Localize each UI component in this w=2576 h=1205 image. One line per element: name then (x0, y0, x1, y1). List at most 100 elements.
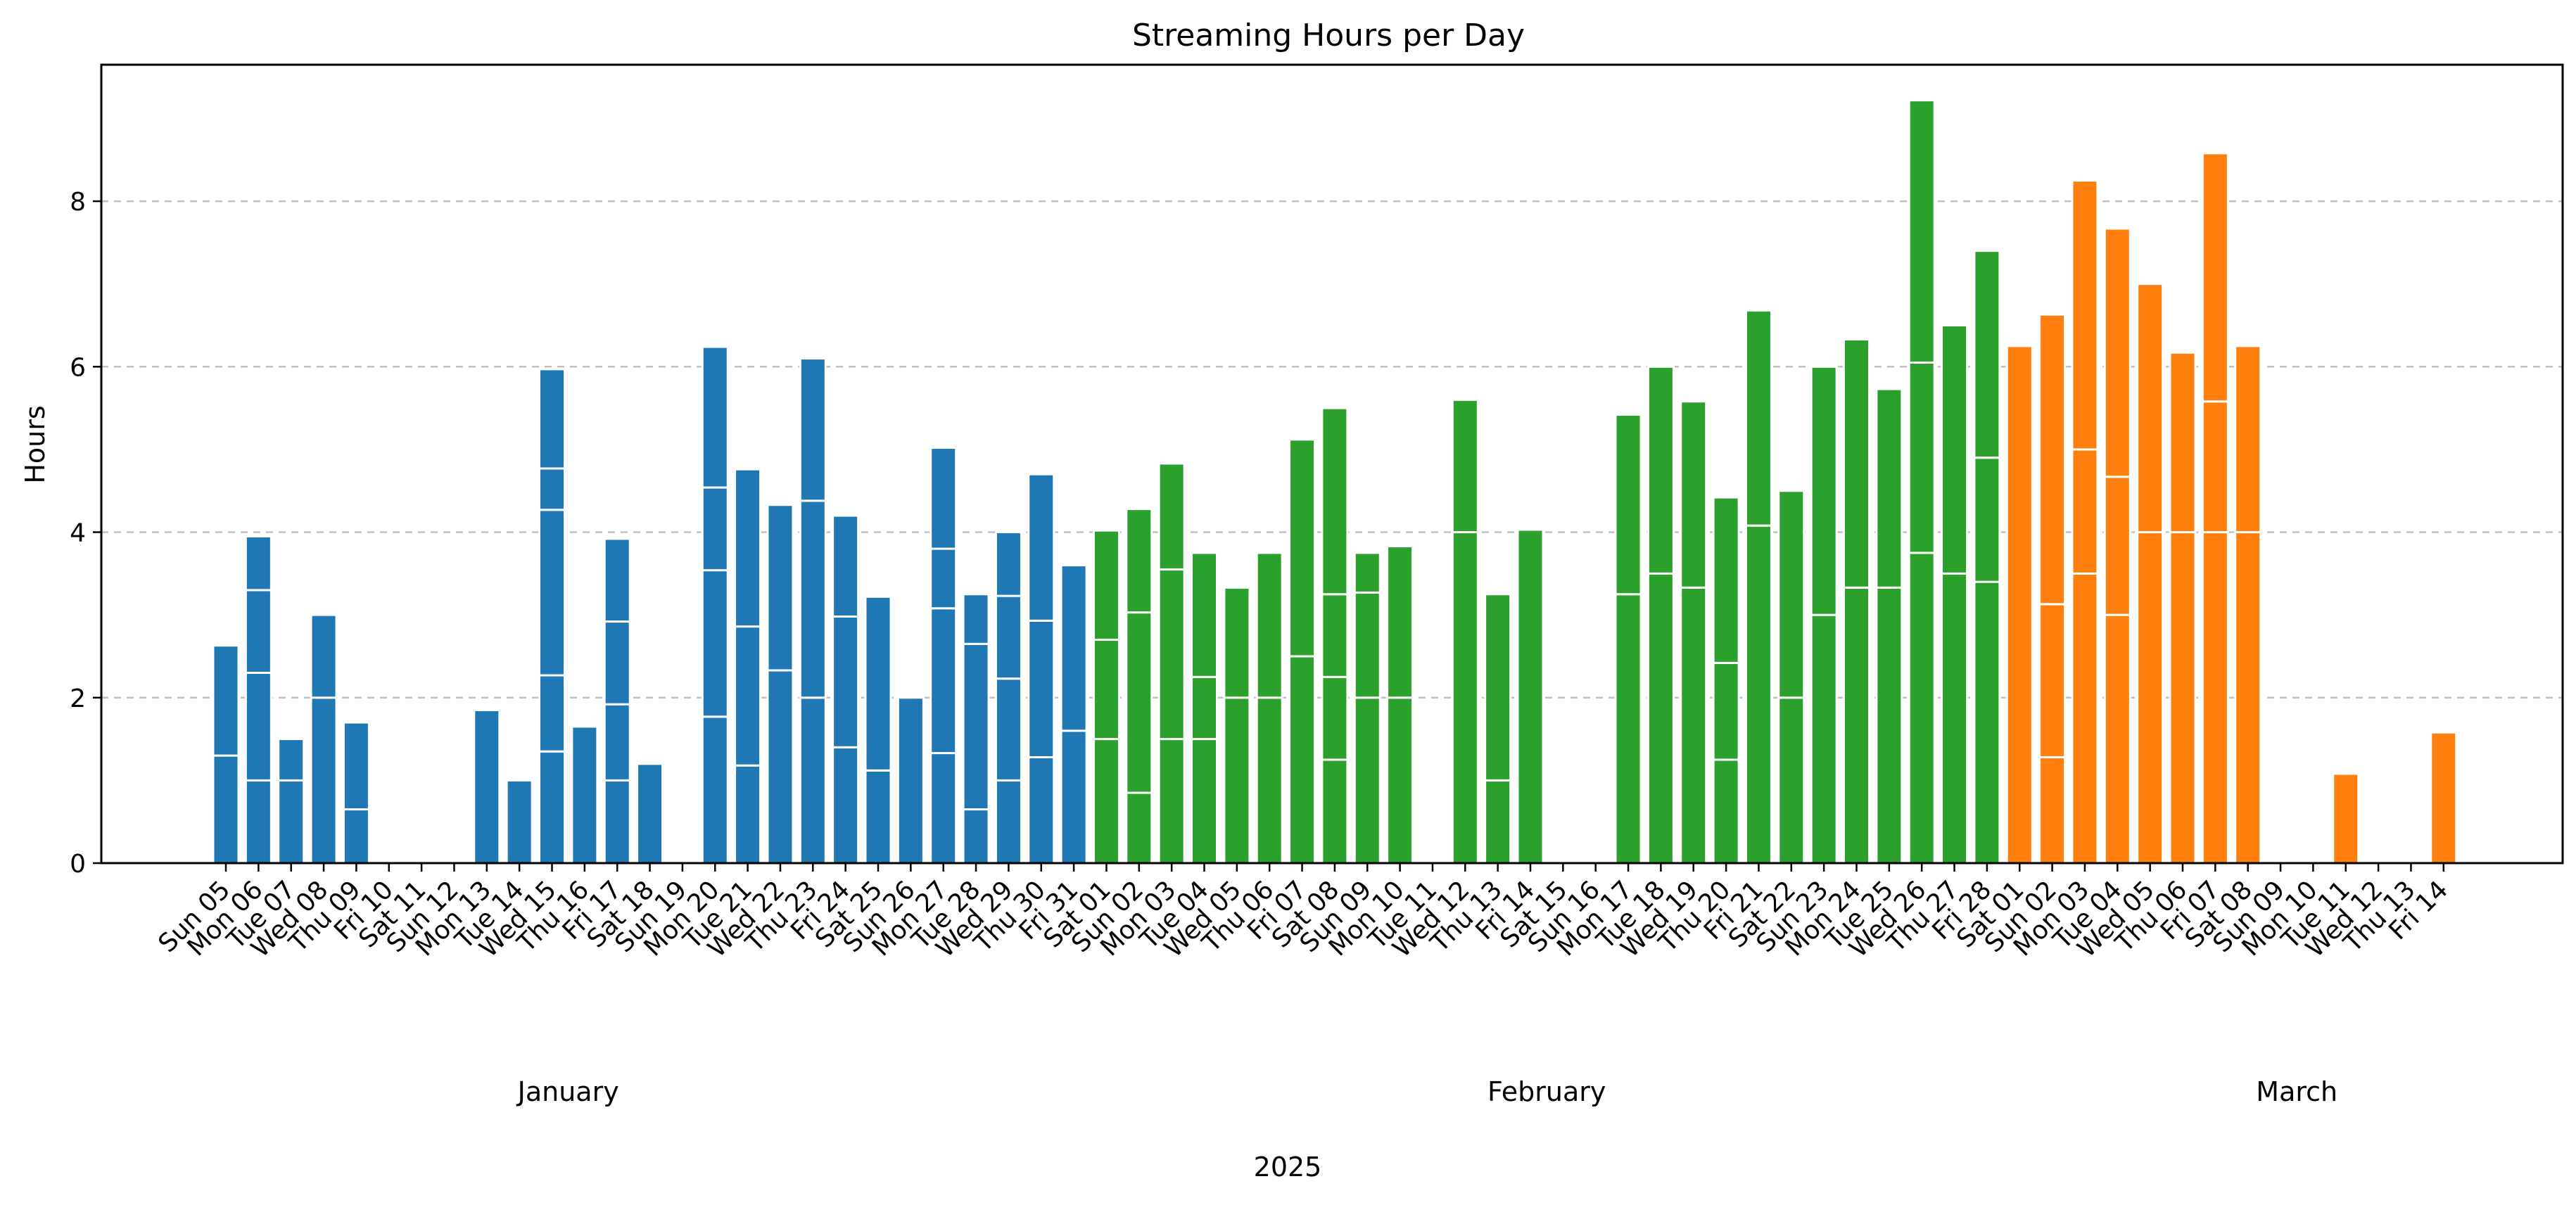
bar (1223, 586, 1251, 865)
bar-segment (734, 468, 762, 628)
bar-segment (1027, 755, 1055, 865)
bar-segment (1353, 552, 1381, 594)
bar (212, 644, 240, 865)
bar (636, 763, 664, 865)
bar-segment (1027, 473, 1055, 622)
bar-segment (2169, 351, 2197, 534)
chart-title: Streaming Hours per Day (1132, 18, 1525, 53)
bar-segment (1777, 696, 1806, 865)
bar-segment (603, 620, 631, 706)
bar-segment (310, 613, 338, 699)
bar (1484, 593, 1512, 865)
bar-segment (701, 569, 729, 718)
bar-segment (538, 368, 566, 470)
month-label: January (516, 1076, 619, 1107)
bar-segment (832, 616, 860, 748)
bar-segment (1353, 591, 1381, 699)
bar-segment (1255, 696, 1283, 865)
bar-segment (1092, 738, 1120, 865)
bar-segment (1680, 400, 1708, 589)
bar (1875, 388, 1903, 865)
bar-segment (701, 345, 729, 489)
bar-segment (342, 808, 370, 865)
bar-segment (799, 357, 827, 502)
bar-segment (1321, 593, 1349, 678)
bar-segment (1223, 696, 1251, 865)
bar-segment (2103, 476, 2131, 616)
bar-segment (2430, 731, 2458, 865)
bar (538, 368, 566, 865)
bar-segment (962, 808, 990, 865)
bar-segment (1157, 462, 1186, 570)
bar (603, 537, 631, 865)
bar-segment (1321, 758, 1349, 865)
bar-segment (2136, 283, 2164, 534)
bar-segment (1647, 365, 1675, 575)
bar-segment (473, 708, 501, 865)
bar-segment (1516, 528, 1544, 865)
bar (1288, 438, 1316, 865)
bar-segment (1875, 586, 1903, 865)
bar-segment (538, 750, 566, 865)
bar-segment (1157, 738, 1186, 865)
bar-segment (2201, 531, 2229, 865)
bar-segment (603, 703, 631, 782)
bar-segment (1908, 99, 1936, 364)
bar-segment (1744, 309, 1772, 527)
bar-segment (1027, 619, 1055, 758)
bar-segment (2071, 179, 2099, 451)
y-tick-label: 2 (70, 684, 86, 713)
y-axis-label: Hours (20, 405, 51, 483)
bar-segment (1614, 414, 1642, 596)
bar (505, 779, 533, 865)
bar (1680, 400, 1708, 865)
plot-frame (100, 63, 2564, 865)
bar-segment (277, 779, 305, 865)
bar-segment (1941, 324, 1969, 575)
bar-segment (1451, 531, 1479, 865)
bar (1255, 552, 1283, 865)
bar-segment (2234, 531, 2262, 865)
bar-segment (1908, 552, 1936, 865)
bar (2430, 731, 2458, 865)
bar (1744, 309, 1772, 865)
x-axis-label: 2025 (1254, 1152, 1322, 1182)
bar (1941, 324, 1969, 865)
bar (962, 593, 990, 865)
bar (2169, 351, 2197, 865)
bar (571, 725, 599, 865)
bar (701, 345, 729, 865)
bar-segment (929, 547, 958, 610)
bar (2201, 152, 2229, 865)
bar-segment (994, 677, 1022, 782)
bar-segment (1875, 388, 1903, 589)
bar (2038, 313, 2067, 865)
bar (1777, 490, 1806, 865)
y-tick-label: 4 (70, 519, 86, 548)
bar-segment (1191, 552, 1218, 678)
bar-segment (799, 696, 827, 865)
bar (2071, 179, 2099, 865)
bar (473, 708, 501, 865)
bar (1092, 529, 1120, 865)
bar-segment (1451, 398, 1479, 534)
bar (277, 738, 305, 865)
bar-segment (1712, 758, 1740, 865)
bar-segment (994, 779, 1022, 865)
bar (1386, 545, 1414, 865)
bar-segment (1386, 696, 1414, 865)
bar-segment (929, 752, 958, 865)
bar-segment (1973, 250, 2001, 459)
bar-segment (1908, 361, 1936, 554)
bar-segment (2169, 531, 2197, 865)
bar-segment (929, 607, 958, 755)
month-labels: January February March (516, 1076, 2338, 1107)
bar-segment (994, 594, 1022, 680)
bar-segment (734, 764, 762, 865)
bar (1451, 398, 1479, 865)
bar-segment (1060, 564, 1088, 732)
bar (1647, 365, 1675, 865)
bar-segment (1255, 552, 1283, 699)
